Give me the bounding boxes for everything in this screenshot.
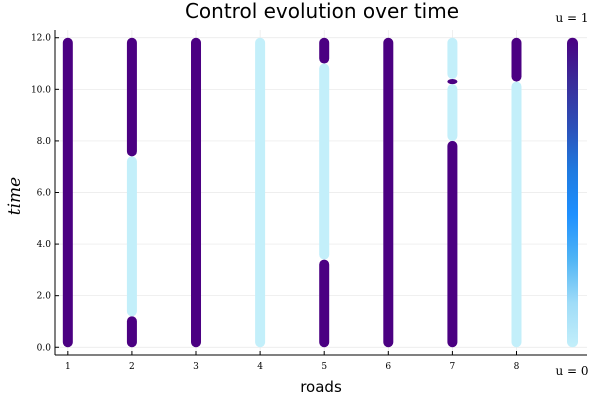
x-tick-label: 8 (514, 362, 520, 372)
road-5-segment-u1 (319, 37, 330, 64)
y-tick-label: 4.0 (37, 240, 52, 250)
road-1-segment-u1 (62, 37, 73, 348)
chart-title: Control evolution over time (185, 0, 459, 23)
road-3-series (191, 37, 202, 348)
road-7-series (447, 37, 458, 348)
road-2-segment-u1 (126, 37, 137, 157)
road-2-segment-u0 (126, 156, 137, 317)
road-1-series (62, 37, 73, 348)
road-5-segment-u0 (319, 63, 330, 260)
road-4-series (255, 37, 266, 348)
road-7-segment-u0 (447, 84, 458, 141)
road-2-series (126, 37, 137, 348)
road-6-series (383, 37, 394, 348)
x-tick-label: 4 (257, 362, 263, 372)
y-tick-label: 0.0 (37, 343, 52, 353)
x-axis-label: roads (300, 378, 342, 396)
x-tick-label: 3 (193, 362, 199, 372)
road-3-segment-u1 (191, 37, 202, 348)
axes-layer: 1 2 3 4 5 6 7 8 0.0 2.0 4.0 6.0 8.0 10.0 12.0 (31, 30, 587, 372)
colorbar-gradient (567, 37, 578, 348)
marks-layer (62, 37, 522, 348)
y-tick-label: 8.0 (37, 137, 52, 147)
colorbar (567, 37, 578, 348)
road-4-segment-u0 (255, 37, 266, 348)
y-tick-label: 6.0 (37, 189, 52, 199)
colorbar-min-label: u = 0 (555, 364, 588, 378)
road-5-segment-u1 (319, 259, 330, 348)
road-8-segment-u1 (511, 37, 522, 82)
road-7-segment-u1 (447, 79, 458, 85)
x-tick-label: 7 (450, 362, 456, 372)
road-8-series (511, 37, 522, 348)
x-tick-label: 2 (129, 362, 135, 372)
x-tick-label: 6 (385, 362, 391, 372)
x-tick-label: 5 (321, 362, 327, 372)
road-7-segment-u0 (447, 37, 458, 80)
colorbar-max-label: u = 1 (555, 11, 588, 25)
road-5-series (319, 37, 330, 348)
y-tick-label: 12.0 (31, 34, 51, 44)
x-tick-label: 1 (65, 362, 71, 372)
road-2-segment-u1 (126, 316, 137, 348)
y-axis-label: time (5, 177, 25, 215)
y-tick-label: 10.0 (31, 85, 51, 95)
road-6-segment-u1 (383, 37, 394, 348)
road-8-segment-u0 (511, 81, 522, 348)
y-tick-label: 2.0 (37, 292, 52, 302)
road-7-segment-u1 (447, 140, 458, 348)
